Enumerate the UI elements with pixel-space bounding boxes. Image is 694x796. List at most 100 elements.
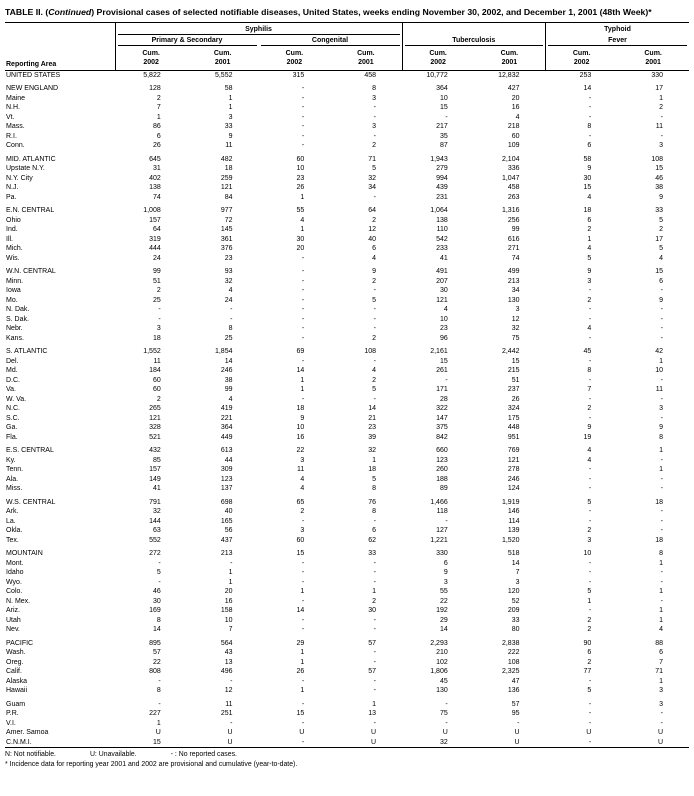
value-cell: 3 <box>156 325 161 333</box>
table-row: Iowa 2 4 - - 30 34 - - <box>5 286 689 296</box>
value-cell: 4 <box>228 395 233 403</box>
value-cell: 2 <box>587 527 592 535</box>
value-cell: 157 <box>149 216 161 224</box>
value-cell: - <box>373 578 376 586</box>
reporting-area-cell: P.R. <box>6 710 19 718</box>
value-cell: 5,552 <box>214 71 233 79</box>
value-cell: - <box>301 569 305 577</box>
value-cell: 1 <box>372 700 376 708</box>
value-cell: - <box>588 287 592 295</box>
congenital-header: Congenital <box>259 35 403 46</box>
value-cell: 15 <box>439 357 448 365</box>
value-cell: 2 <box>587 616 592 624</box>
value-cell: - <box>588 607 592 615</box>
table-row: Okla. 63 56 3 6 127 139 2 - <box>5 526 689 536</box>
value-cell: 60 <box>296 155 305 163</box>
value-cell: 26 <box>296 184 305 192</box>
reporting-area-cell: Mich. <box>6 245 23 253</box>
value-cell: 1,854 <box>214 348 233 356</box>
value-cell: 6 <box>443 559 448 567</box>
value-cell: 5 <box>587 254 592 262</box>
reporting-area-cell: Wash. <box>6 649 26 657</box>
reporting-area-cell: V.I. <box>6 719 16 727</box>
table-row: Maine 2 1 - 3 10 20 - 1 <box>5 94 689 104</box>
value-cell: 6 <box>156 132 161 140</box>
reporting-area-cell: R.I. <box>6 132 17 140</box>
value-cell: 1,047 <box>501 174 520 182</box>
value-cell: - <box>373 569 376 577</box>
value-cell: 76 <box>368 498 376 506</box>
value-cell: 4 <box>587 447 592 455</box>
value-cell: - <box>660 395 663 403</box>
value-cell: 9 <box>300 414 305 422</box>
reporting-area-cell: S. ATLANTIC <box>6 348 48 356</box>
value-cell: 128 <box>149 85 161 93</box>
value-cell: 5 <box>372 475 376 483</box>
value-cell: 769 <box>507 447 520 455</box>
value-cell: 102 <box>436 658 448 666</box>
table-row: Kans. 18 25 - 2 96 75 - - <box>5 334 689 344</box>
value-cell: 2,442 <box>501 348 520 356</box>
table-row: Hawaii 8 12 1 - 130 136 5 3 <box>5 686 689 696</box>
table-row: Minn. 51 32 - 2 207 213 3 6 <box>5 277 689 287</box>
value-cell: 38 <box>655 184 663 192</box>
value-cell: 4 <box>587 456 592 464</box>
table-title: TABLE II. (Continued) Provisional cases … <box>5 7 689 18</box>
value-cell: - <box>301 616 305 624</box>
value-cell: 32 <box>224 277 233 285</box>
value-cell: 9 <box>587 268 592 276</box>
value-cell: 64 <box>152 226 161 234</box>
value-cell: - <box>588 508 592 516</box>
value-cell: - <box>588 719 592 727</box>
value-cell: 10 <box>224 616 233 624</box>
value-cell: 123 <box>436 456 448 464</box>
reporting-area-cell: Del. <box>6 357 19 365</box>
value-cell: - <box>588 710 592 718</box>
value-cell: 808 <box>149 668 161 676</box>
value-cell: - <box>660 315 663 323</box>
value-cell: 256 <box>507 216 520 224</box>
value-cell: 1 <box>659 559 663 567</box>
table-row: W.N. CENTRAL 99 93 - 9 491 499 9 15 <box>5 263 689 277</box>
col-header-tb-2001: Cum. 2001 <box>473 45 546 71</box>
value-cell: - <box>588 569 592 577</box>
reporting-area-cell: Alaska <box>6 677 28 685</box>
reporting-area-cell: W.S. CENTRAL <box>6 498 56 506</box>
value-cell: 109 <box>507 142 520 150</box>
value-cell: 90 <box>583 639 592 647</box>
value-cell: 237 <box>507 386 520 394</box>
value-cell: 1 <box>300 687 305 695</box>
table-row: Tex. 552 437 60 62 1,221 1,520 3 18 <box>5 536 689 546</box>
value-cell: 2 <box>372 142 376 150</box>
col-header-typhoid-2001: Cum. 2001 <box>617 45 689 71</box>
value-cell: - <box>301 559 305 567</box>
value-cell: 24 <box>152 254 161 262</box>
value-cell: 80 <box>511 626 520 634</box>
value-cell: U <box>370 729 376 737</box>
reporting-area-cell: Wyo. <box>6 578 22 586</box>
value-cell: 552 <box>149 536 161 544</box>
value-cell: 1 <box>587 235 592 243</box>
value-cell: 34 <box>368 184 376 192</box>
value-cell: 124 <box>507 485 520 493</box>
value-cell: - <box>158 559 161 567</box>
value-cell: 222 <box>507 649 520 657</box>
value-cell: 265 <box>149 405 161 413</box>
value-cell: - <box>301 677 305 685</box>
table-row: Wis. 24 23 - 4 41 74 5 4 <box>5 254 689 264</box>
reporting-area-cell: Ariz. <box>6 607 20 615</box>
value-cell: 55 <box>296 207 305 215</box>
value-cell: 994 <box>436 174 448 182</box>
table-row: Mass. 86 33 - 3 217 218 8 11 <box>5 122 689 132</box>
value-cell: 8 <box>156 687 161 695</box>
value-cell: 32 <box>368 447 376 455</box>
value-cell: - <box>373 193 376 201</box>
value-cell: - <box>660 414 663 422</box>
value-cell: 315 <box>292 71 305 79</box>
value-cell: - <box>301 578 305 586</box>
value-cell: 15 <box>296 550 305 558</box>
value-cell: U <box>155 729 161 737</box>
value-cell: - <box>373 395 376 403</box>
value-cell: 5 <box>659 245 663 253</box>
value-cell: 33 <box>655 207 663 215</box>
